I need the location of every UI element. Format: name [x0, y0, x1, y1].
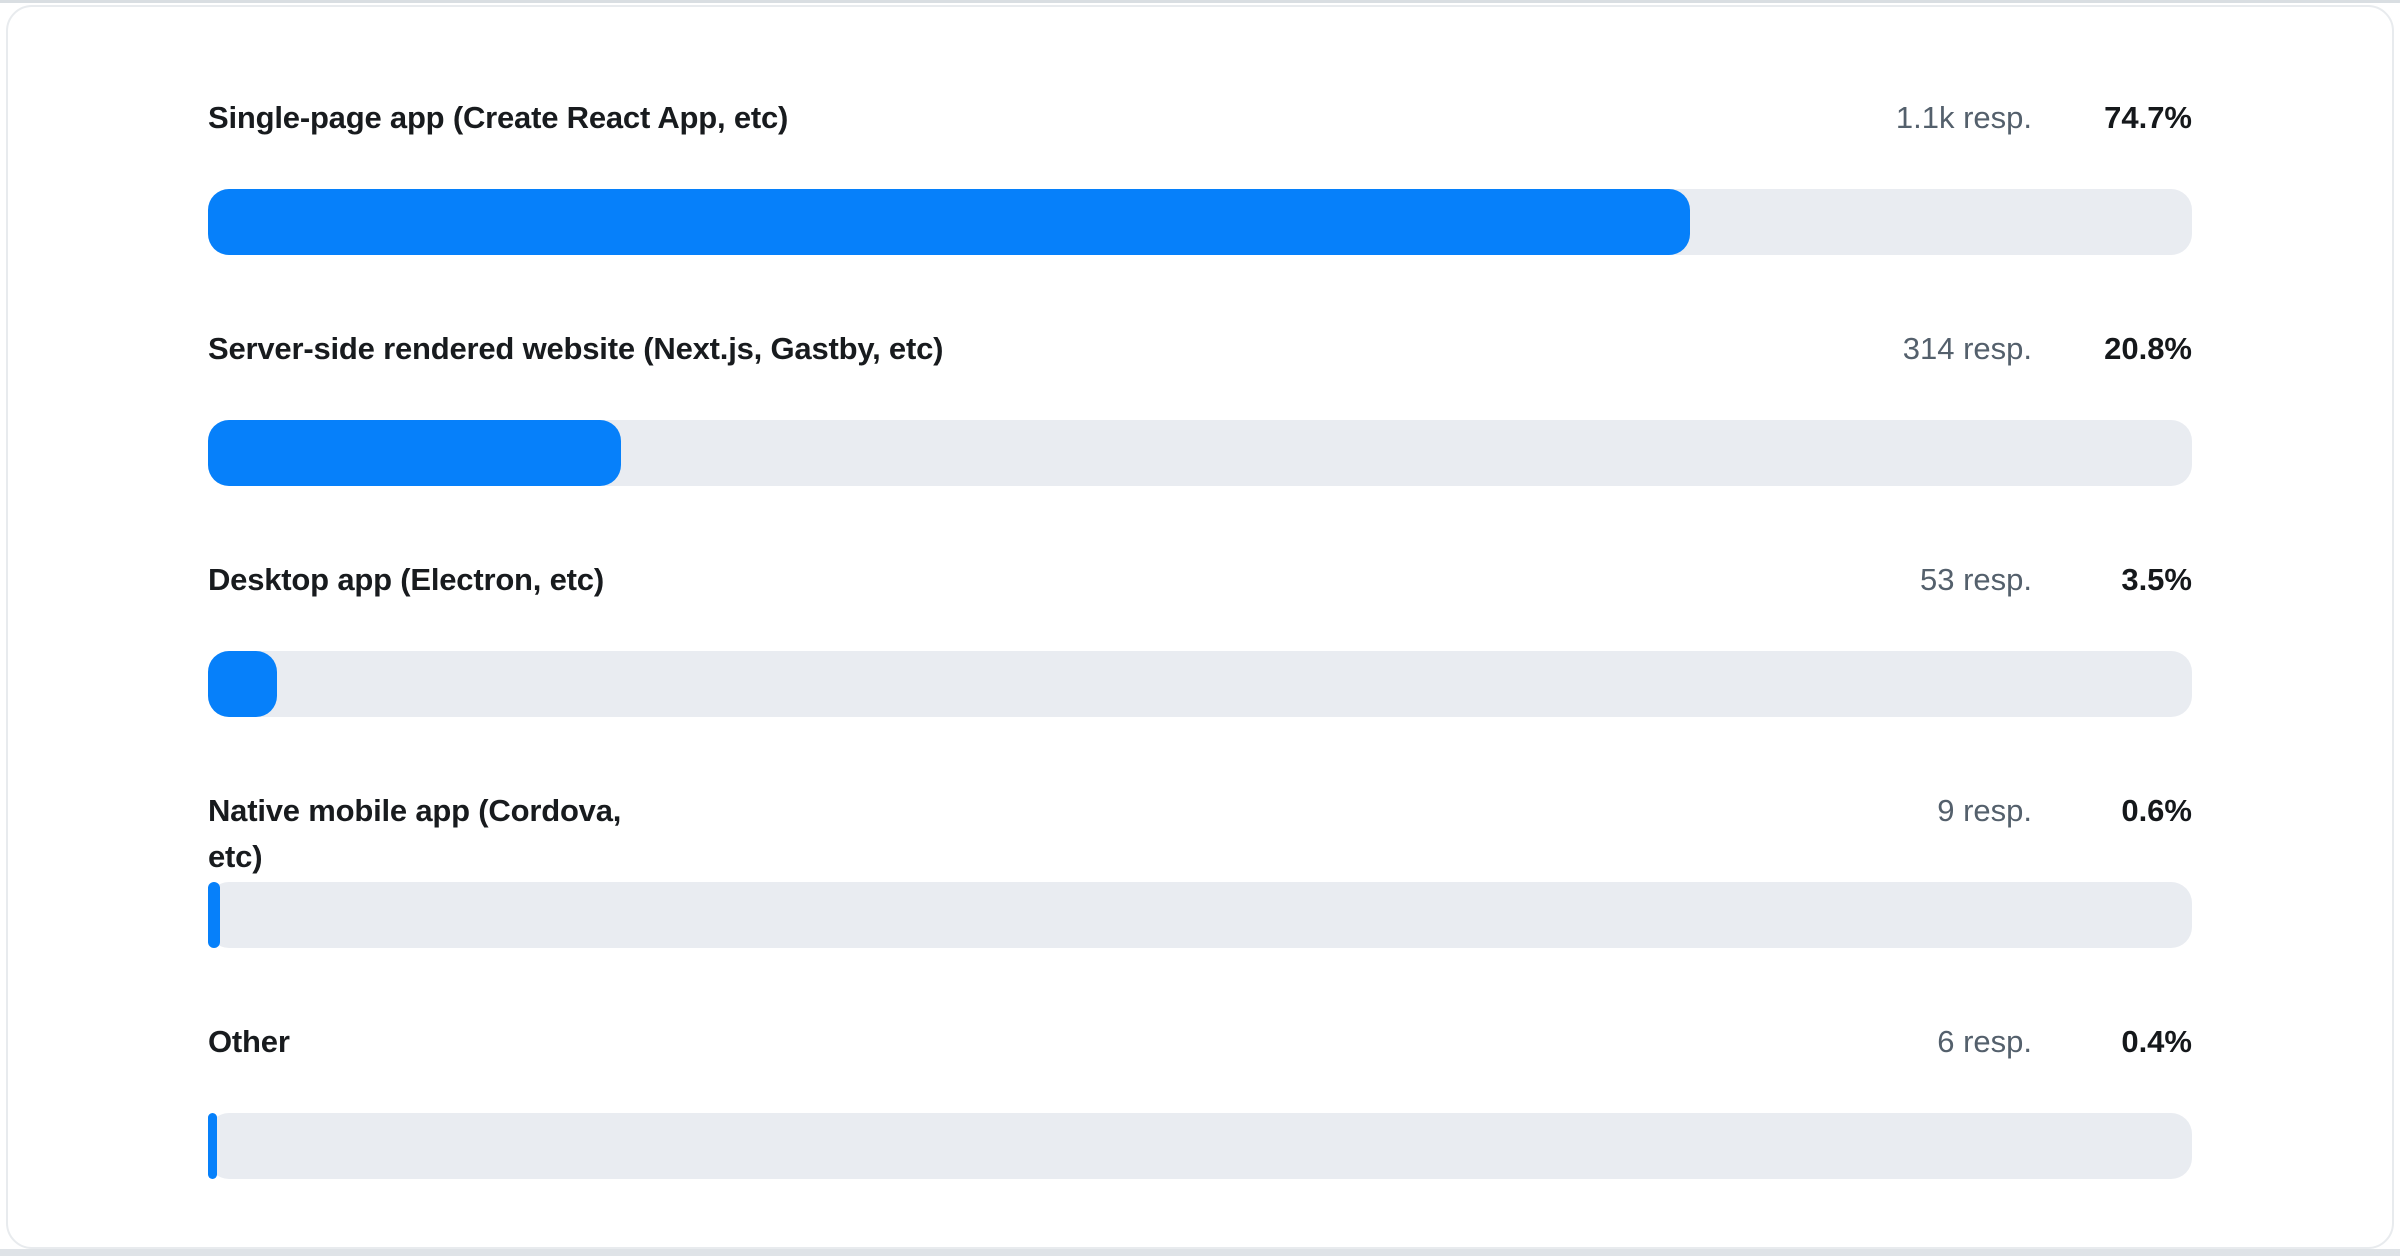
- row-header: Server-side rendered website (Next.js, G…: [208, 326, 2192, 372]
- answer-label: Desktop app (Electron, etc): [208, 562, 604, 597]
- survey-row: Server-side rendered website (Next.js, G…: [208, 326, 2192, 486]
- bar-fill: [208, 1113, 217, 1179]
- bar-track: [208, 882, 2192, 948]
- answer-label: Native mobile app (Cordova, etc): [208, 793, 622, 874]
- row-stats: 53 resp. 3.5%: [1920, 557, 2192, 603]
- answer-label: Other: [208, 1024, 290, 1059]
- answer-label: Single-page app (Create React App, etc): [208, 100, 789, 135]
- response-count: 9 resp.: [1937, 793, 2032, 828]
- bar-fill: [208, 189, 1691, 255]
- bar-track: [208, 651, 2192, 717]
- percentage-value: 0.6%: [2121, 793, 2192, 828]
- response-count: 53 resp.: [1919, 562, 2032, 597]
- survey-results-card: Single-page app (Create React App, etc) …: [6, 5, 2394, 1249]
- bar-fill: [208, 882, 220, 948]
- bar-track: [208, 189, 2192, 255]
- response-count: 1.1k resp.: [1895, 100, 2032, 135]
- page-bottom-edge: [0, 1249, 2400, 1256]
- page-top-edge: [0, 0, 2400, 3]
- row-header: Native mobile app (Cordova, etc) 9 resp.…: [208, 788, 2192, 874]
- percentage-value: 20.8%: [2104, 331, 2192, 366]
- survey-row: Desktop app (Electron, etc) 53 resp. 3.5…: [208, 557, 2192, 717]
- survey-row: Single-page app (Create React App, etc) …: [208, 95, 2192, 255]
- bar-track: [208, 420, 2192, 486]
- survey-row: Native mobile app (Cordova, etc) 9 resp.…: [208, 788, 2192, 948]
- row-header: Single-page app (Create React App, etc) …: [208, 95, 2192, 141]
- answer-label: Server-side rendered website (Next.js, G…: [208, 331, 944, 366]
- bar-track: [208, 1113, 2192, 1179]
- row-stats: 314 resp. 20.8%: [1903, 326, 2192, 372]
- bar-fill: [208, 420, 621, 486]
- response-count: 6 resp.: [1937, 1024, 2032, 1059]
- response-count: 314 resp.: [1902, 331, 2032, 366]
- row-header: Desktop app (Electron, etc) 53 resp. 3.5…: [208, 557, 2192, 603]
- percentage-value: 3.5%: [2121, 562, 2192, 597]
- bar-fill: [208, 651, 278, 717]
- row-stats: 1.1k resp. 74.7%: [1896, 95, 2192, 141]
- row-stats: 9 resp. 0.6%: [1937, 788, 2192, 834]
- percentage-value: 74.7%: [2104, 100, 2192, 135]
- percentage-value: 0.4%: [2121, 1024, 2192, 1059]
- row-header: Other 6 resp. 0.4%: [208, 1019, 2192, 1065]
- survey-row: Other 6 resp. 0.4%: [208, 1019, 2192, 1179]
- row-stats: 6 resp. 0.4%: [1937, 1019, 2192, 1065]
